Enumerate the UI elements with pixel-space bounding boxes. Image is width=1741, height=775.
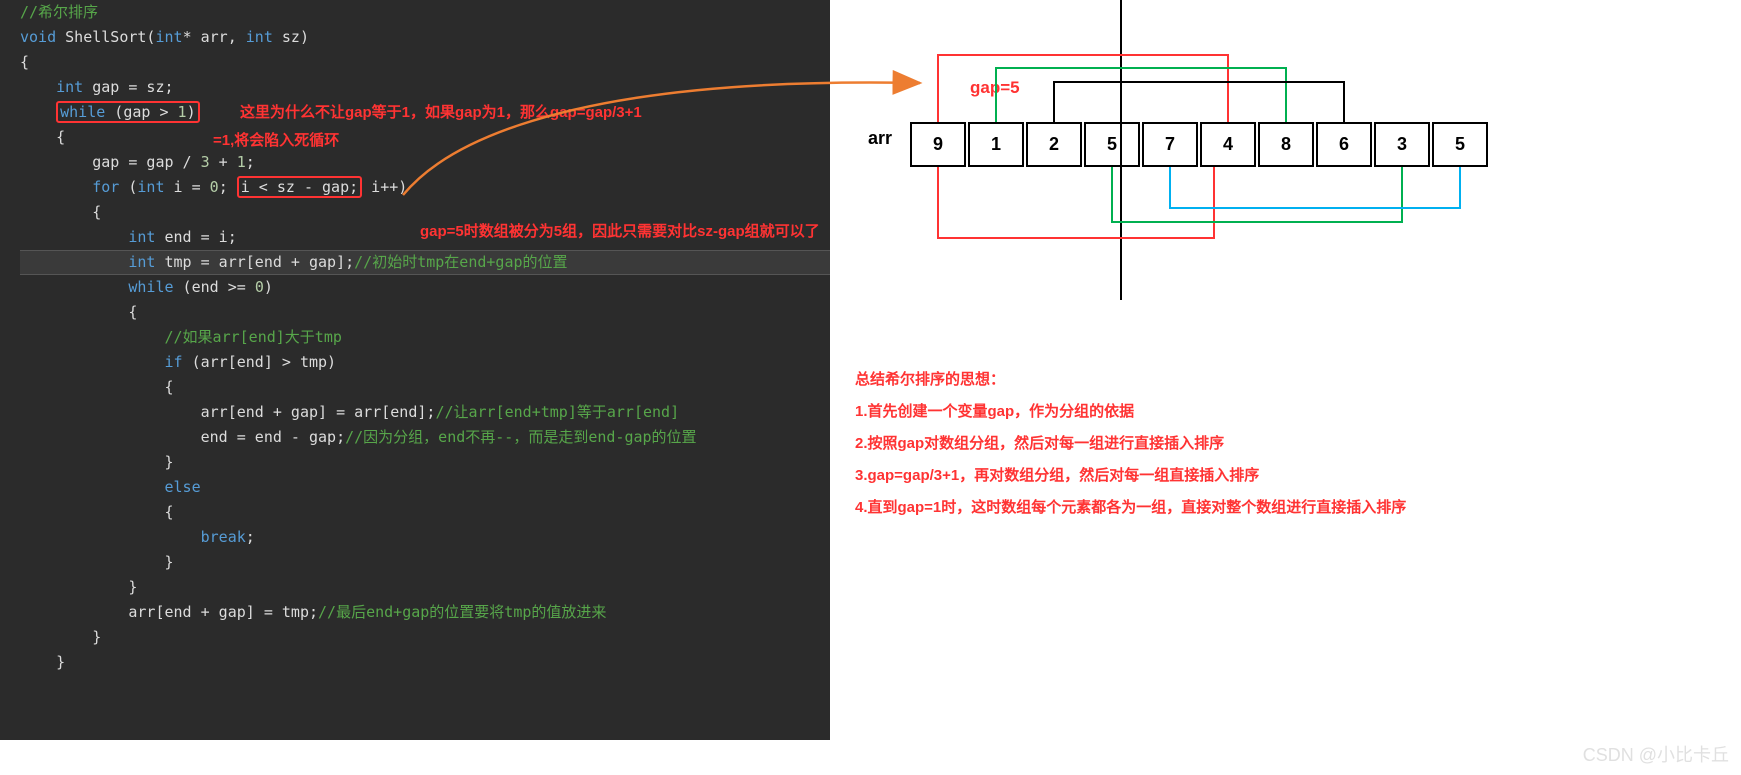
kw-int: int bbox=[56, 78, 83, 96]
cond: (end >= bbox=[174, 278, 255, 296]
stmt: arr[end + gap] = tmp; bbox=[128, 603, 318, 621]
kw-break: break bbox=[201, 528, 246, 546]
summary-p2: 2.按照gap对数组分组，然后对每一组进行直接插入排序 bbox=[855, 428, 1406, 460]
cond: (gap > bbox=[105, 103, 177, 121]
for-cond-box: i < sz - gap; bbox=[237, 176, 362, 198]
param2: sz) bbox=[273, 28, 309, 46]
comment: //让arr[end+tmp]等于arr[end] bbox=[435, 403, 679, 421]
array-cell: 5 bbox=[1084, 122, 1140, 167]
array-cell: 4 bbox=[1200, 122, 1256, 167]
paren: ) bbox=[264, 278, 273, 296]
fn-name: ShellSort( bbox=[56, 28, 155, 46]
num: 0 bbox=[210, 178, 219, 196]
brace: { bbox=[56, 128, 65, 146]
kw-int: int bbox=[155, 28, 182, 46]
kw-int: int bbox=[137, 178, 164, 196]
kw-if: if bbox=[165, 353, 183, 371]
kw-while: while bbox=[128, 278, 173, 296]
array-cell: 6 bbox=[1316, 122, 1372, 167]
brace: { bbox=[128, 303, 137, 321]
kw-int: int bbox=[128, 228, 155, 246]
annotation-groups: gap=5时数组被分为5组，因此只需要对比sz-gap组就可以了 bbox=[420, 219, 820, 244]
num: 3 bbox=[201, 153, 210, 171]
stmt: tmp = arr[end + gap]; bbox=[155, 253, 354, 271]
cond: (arr[end] > tmp) bbox=[183, 353, 337, 371]
kw-int2: int bbox=[246, 28, 273, 46]
array-cell: 2 bbox=[1026, 122, 1082, 167]
brace: } bbox=[92, 628, 101, 646]
kw-else: else bbox=[165, 478, 201, 496]
stmt: end = end - gap; bbox=[201, 428, 346, 446]
annotation-loop-2: =1,将会陷入死循环 bbox=[213, 128, 339, 153]
comment: //如果arr[end]大于tmp bbox=[165, 328, 342, 346]
annotation-loop-1: 这里为什么不让gap等于1，如果gap为1，那么gap=gap/3+1 bbox=[240, 100, 642, 125]
diagram-panel: gap=5 arr 9 1 2 5 7 4 8 6 3 5 总结希尔排序的思想：… bbox=[830, 0, 1741, 775]
stmt: gap = sz; bbox=[83, 78, 173, 96]
stmt: end = i; bbox=[155, 228, 236, 246]
array-cell: 9 bbox=[910, 122, 966, 167]
code-editor: //希尔排序 void ShellSort(int* arr, int sz) … bbox=[0, 0, 830, 740]
summary-block: 总结希尔排序的思想： 1.首先创建一个变量gap，作为分组的依据 2.按照gap… bbox=[855, 364, 1406, 524]
array-cell: 7 bbox=[1142, 122, 1198, 167]
array-cell: 5 bbox=[1432, 122, 1488, 167]
comment: //初始时tmp在end+gap的位置 bbox=[354, 253, 567, 271]
brace: } bbox=[56, 653, 65, 671]
summary-p4: 4.直到gap=1时，这时数组每个元素都各为一组，直接对整个数组进行直接插入排序 bbox=[855, 492, 1406, 524]
kw-void: void bbox=[20, 28, 56, 46]
stmt: arr[end + gap] = arr[end]; bbox=[201, 403, 436, 421]
summary-p1: 1.首先创建一个变量gap，作为分组的依据 bbox=[855, 396, 1406, 428]
semi: ; bbox=[219, 178, 237, 196]
array-cell: 3 bbox=[1374, 122, 1430, 167]
brace: } bbox=[165, 553, 174, 571]
comment: //最后end+gap的位置要将tmp的值放进来 bbox=[318, 603, 606, 621]
brace: { bbox=[165, 503, 174, 521]
kw-while: while bbox=[60, 103, 105, 121]
kw-int: int bbox=[128, 253, 155, 271]
array-cell: 8 bbox=[1258, 122, 1314, 167]
kw-for: for bbox=[92, 178, 119, 196]
array-cell: 1 bbox=[968, 122, 1024, 167]
init: i = bbox=[165, 178, 210, 196]
array-row: 9 1 2 5 7 4 8 6 3 5 bbox=[910, 122, 1490, 167]
summary-title: 总结希尔排序的思想： bbox=[855, 364, 1406, 396]
brace: { bbox=[92, 203, 101, 221]
num: 1 bbox=[178, 103, 187, 121]
num: 0 bbox=[255, 278, 264, 296]
brace: { bbox=[20, 50, 830, 75]
param: * arr, bbox=[183, 28, 246, 46]
arr-label: arr bbox=[868, 128, 892, 149]
semi: ; bbox=[246, 528, 255, 546]
watermark: CSDN @小比卡丘 bbox=[1583, 741, 1729, 767]
while-cond-box: while (gap > 1) bbox=[56, 101, 199, 123]
paren: ( bbox=[119, 178, 137, 196]
code-comment: //希尔排序 bbox=[20, 3, 98, 21]
brace: } bbox=[128, 578, 137, 596]
paren: ) bbox=[187, 103, 196, 121]
semi: ; bbox=[246, 153, 255, 171]
comment: //因为分组，end不再--，而是走到end-gap的位置 bbox=[345, 428, 696, 446]
gap-label: gap=5 bbox=[970, 78, 1020, 98]
expr: gap = gap / bbox=[92, 153, 200, 171]
brace: } bbox=[165, 453, 174, 471]
op: + bbox=[210, 153, 237, 171]
brace: { bbox=[165, 378, 174, 396]
inc: i++) bbox=[362, 178, 407, 196]
num: 1 bbox=[237, 153, 246, 171]
summary-p3: 3.gap=gap/3+1，再对数组分组，然后对每一组直接插入排序 bbox=[855, 460, 1406, 492]
